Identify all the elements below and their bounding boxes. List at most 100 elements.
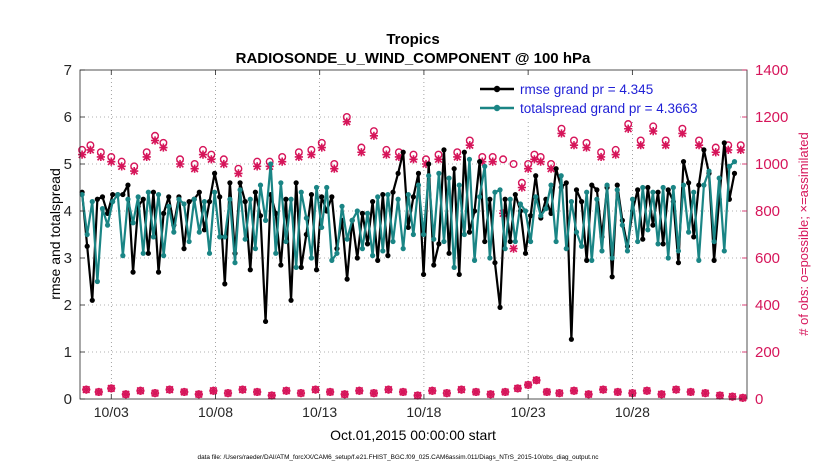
obs-assimilated-marker xyxy=(642,386,652,395)
totalspread-point xyxy=(487,255,493,261)
totalspread-point xyxy=(329,257,335,263)
obs-assimilated-star xyxy=(599,385,608,394)
obs-assimilated-star xyxy=(501,387,510,397)
y-tick-label: 2 xyxy=(64,297,72,314)
obs-assimilated-star xyxy=(94,387,103,397)
totalspread-point xyxy=(120,253,126,259)
rmse-point xyxy=(166,194,172,200)
totalspread-point xyxy=(140,250,146,256)
rmse-point xyxy=(186,199,192,205)
totalspread-point xyxy=(533,194,539,200)
rmse-point xyxy=(594,187,600,193)
y-tick-label: 0 xyxy=(64,391,72,408)
legend-label-rmse: rmse grand pr = 4.345 xyxy=(520,82,653,97)
rmse-point xyxy=(471,208,478,214)
totalspread-point xyxy=(400,246,406,252)
obs-assimilated-marker xyxy=(326,387,335,397)
obs-assimilated-star xyxy=(194,390,203,399)
obs-assimilated-star xyxy=(428,386,437,395)
rmse-point xyxy=(410,194,416,200)
rmse-point xyxy=(94,196,100,202)
rmse-point xyxy=(477,159,483,165)
obs-assimilated-star xyxy=(557,129,566,138)
obs-assimilated-star xyxy=(486,390,495,399)
rmse-point xyxy=(436,241,442,247)
obs-assimilated-star xyxy=(596,152,606,162)
totalspread-point xyxy=(655,241,661,247)
obs-assimilated-marker xyxy=(130,166,139,176)
rmse-point xyxy=(609,274,615,280)
rmse-point xyxy=(390,189,396,195)
obs-possible-marker xyxy=(499,155,508,164)
totalspread-point xyxy=(247,196,253,202)
obs-assimilated-star xyxy=(465,141,474,150)
rmse-point xyxy=(533,173,539,179)
totalspread-point xyxy=(145,189,151,195)
totalspread-point xyxy=(645,227,651,233)
obs-assimilated-star xyxy=(398,387,408,397)
obs-assimilated-star xyxy=(190,164,199,173)
obs-assimilated-star xyxy=(715,391,725,400)
rmse-point xyxy=(201,227,208,233)
y2-tick-label: 200 xyxy=(755,344,780,361)
obs-assimilated-star xyxy=(686,387,695,397)
obs-assimilated-marker xyxy=(77,150,87,159)
rmse-point xyxy=(84,243,90,249)
rmse-point xyxy=(262,318,269,325)
obs-assimilated-star xyxy=(326,387,335,397)
rmse-point xyxy=(507,238,513,245)
totalspread-point xyxy=(640,184,646,191)
obs-assimilated-star xyxy=(569,141,579,150)
obs-assimilated-marker xyxy=(728,392,737,401)
rmse-point xyxy=(375,257,381,263)
totalspread-point xyxy=(451,264,457,270)
rmse-point xyxy=(242,199,248,205)
totalspread-point xyxy=(370,253,376,259)
rmse-point xyxy=(196,189,202,195)
rmse-point xyxy=(125,182,131,188)
totalspread-point xyxy=(711,238,717,245)
totalspread-point xyxy=(670,184,676,191)
obs-assimilated-marker xyxy=(694,141,704,150)
obs-assimilated-marker xyxy=(207,155,216,164)
obs-assimilated-star xyxy=(694,141,704,150)
totalspread-point xyxy=(578,243,585,249)
totalspread-point xyxy=(339,203,345,209)
rmse-point xyxy=(278,262,284,268)
obs-assimilated-star xyxy=(471,387,481,397)
totalspread-point xyxy=(456,182,462,188)
totalspread-point xyxy=(206,250,213,256)
rmse-point xyxy=(293,180,299,186)
obs-possible-marker xyxy=(509,159,518,168)
obs-assimilated-star xyxy=(532,376,541,385)
totalspread-point xyxy=(441,238,447,245)
totalspread-point xyxy=(385,191,391,198)
rmse-point xyxy=(140,196,146,202)
totalspread-point xyxy=(390,238,396,245)
totalspread-point xyxy=(161,253,167,259)
totalspread-point xyxy=(227,196,233,202)
obs-assimilated-star xyxy=(207,155,216,164)
obs-assimilated-star xyxy=(524,380,533,389)
obs-assimilated-marker xyxy=(555,389,564,398)
obs-assimilated-marker xyxy=(94,387,103,397)
obs-assimilated-marker xyxy=(96,152,105,162)
obs-assimilated-star xyxy=(728,392,737,401)
obs-assimilated-marker xyxy=(434,155,443,164)
y-tick-label: 7 xyxy=(64,62,72,79)
totalspread-point xyxy=(558,173,564,179)
totalspread-point xyxy=(155,191,162,198)
obs-assimilated-marker xyxy=(253,162,262,171)
totalspread-point xyxy=(522,208,529,214)
totalspread-point xyxy=(497,187,503,193)
obs-assimilated-star xyxy=(661,141,670,150)
totalspread-point xyxy=(466,156,473,162)
obs-assimilated-star xyxy=(294,152,303,162)
totalspread-point xyxy=(278,180,284,186)
totalspread-point xyxy=(380,248,386,254)
obs-assimilated-star xyxy=(724,145,733,154)
rmse-point xyxy=(680,159,687,165)
rmse-point xyxy=(155,269,162,275)
obs-assimilated-star xyxy=(409,155,418,164)
